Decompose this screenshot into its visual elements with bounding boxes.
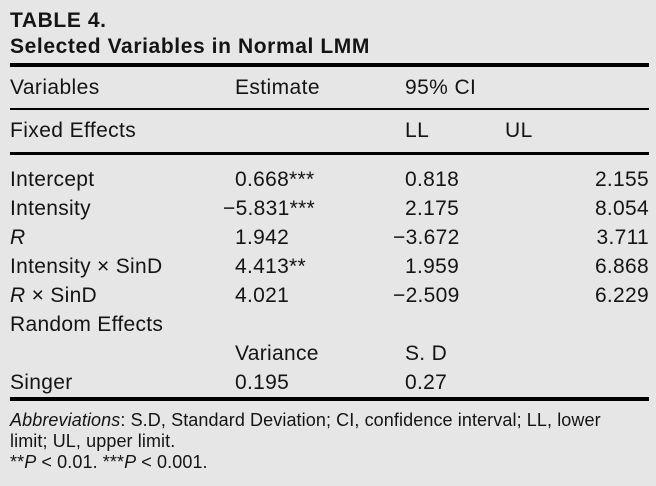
table-body: Intercept 0.668*** 0.818 2.155 Intensity… xyxy=(10,155,649,397)
variance-header: Variance xyxy=(235,342,319,365)
p-symbol: P xyxy=(124,452,137,472)
header-ci: 95% CI xyxy=(405,75,477,99)
ul-cell: 3.711 xyxy=(596,226,649,249)
section-fixed-effects: Fixed Effects xyxy=(10,119,137,142)
table-footnotes: Abbreviations: S.D, Standard Deviation; … xyxy=(10,410,655,473)
empty-cell xyxy=(10,339,235,368)
table-title: Selected Variables in Normal LMM xyxy=(10,35,370,58)
empty-cell xyxy=(505,368,649,397)
header-rule xyxy=(10,108,649,110)
row-label-text: Intensity xyxy=(10,197,91,220)
table-row: R 1.942 −3.672 3.711 xyxy=(10,223,649,252)
estimate-cell: 0.668*** xyxy=(235,168,315,191)
row-label: R × SinD xyxy=(10,281,235,310)
row-label: Singer xyxy=(10,371,73,394)
row-label: R xyxy=(10,223,235,252)
ul-cell: 8.054 xyxy=(594,197,649,220)
ul-cell: 6.229 xyxy=(594,284,649,307)
sig-mid: < 0.01. *** xyxy=(36,452,125,472)
row-label-text: × SinD xyxy=(25,284,98,307)
row-label-italic: R xyxy=(10,226,26,249)
ul-cell: 2.155 xyxy=(594,168,649,191)
ll-cell: 1.959 xyxy=(405,255,460,278)
estimate-cell: 4.413** xyxy=(235,255,306,278)
abbreviations-line-2: limit; UL, upper limit. xyxy=(10,431,176,451)
abbreviations-text: : S.D, Standard Deviation; CI, confidenc… xyxy=(120,410,601,430)
ll-cell: −2.509 xyxy=(393,284,460,307)
sig-end: < 0.001. xyxy=(136,452,208,472)
table-row: Singer 0.195 0.27 xyxy=(10,368,649,397)
row-label: Intensity × SinD xyxy=(10,252,235,281)
section-random-effects: Random Effects xyxy=(10,313,164,336)
header-variables: Variables xyxy=(10,75,100,99)
header-row: Variables Estimate 95% CI xyxy=(10,67,649,108)
table-container: TABLE 4. Selected Variables in Normal LM… xyxy=(10,8,649,473)
table-row: R × SinD 4.021 −2.509 6.229 xyxy=(10,281,649,310)
p-symbol: P xyxy=(24,452,37,472)
estimate-cell: −5.831*** xyxy=(223,197,316,220)
row-label: Intercept xyxy=(10,165,235,194)
bottom-rule xyxy=(10,397,649,401)
row-label: Intensity xyxy=(10,194,235,223)
ll-cell: −3.672 xyxy=(393,226,460,249)
significance-note: **P < 0.01. ***P < 0.001. xyxy=(10,452,655,473)
abbreviations-line-1: Abbreviations: S.D, Standard Deviation; … xyxy=(10,410,655,431)
table-row: Intensity −5.831*** 2.175 8.054 xyxy=(10,194,649,223)
subheader-rule xyxy=(10,152,649,155)
row-label-text: Intensity × SinD xyxy=(10,255,163,278)
abbreviations-word: Abbreviations xyxy=(10,410,121,430)
table-row: Intercept 0.668*** 0.818 2.155 xyxy=(10,165,649,194)
header-estimate: Estimate xyxy=(235,75,320,99)
ll-cell: 0.818 xyxy=(405,168,460,191)
table-number: TABLE 4. xyxy=(10,9,107,32)
sd-header: S. D xyxy=(405,342,448,365)
ul-cell: 6.868 xyxy=(594,255,649,278)
random-effects-header-row: Variance S. D xyxy=(10,339,649,368)
table-row: Intensity × SinD 4.413** 1.959 6.868 xyxy=(10,252,649,281)
sd-cell: 0.27 xyxy=(405,371,448,394)
row-label-italic: R xyxy=(10,284,26,307)
subheader-ll: LL xyxy=(405,119,430,142)
top-rule xyxy=(10,63,649,67)
subheader-ul: UL xyxy=(505,119,533,142)
ll-cell: 2.175 xyxy=(405,197,460,220)
subheader-row: Fixed Effects LL UL xyxy=(10,110,649,152)
row-label-text: Intercept xyxy=(10,168,95,191)
sig-stars-1: ** xyxy=(10,452,25,472)
empty-cell xyxy=(505,339,649,368)
estimate-cell: 1.942 xyxy=(235,226,290,249)
table-title-block: TABLE 4. Selected Variables in Normal LM… xyxy=(10,8,649,60)
variance-cell: 0.195 xyxy=(235,371,290,394)
estimate-cell: 4.021 xyxy=(235,284,290,307)
section-row: Random Effects xyxy=(10,310,649,339)
